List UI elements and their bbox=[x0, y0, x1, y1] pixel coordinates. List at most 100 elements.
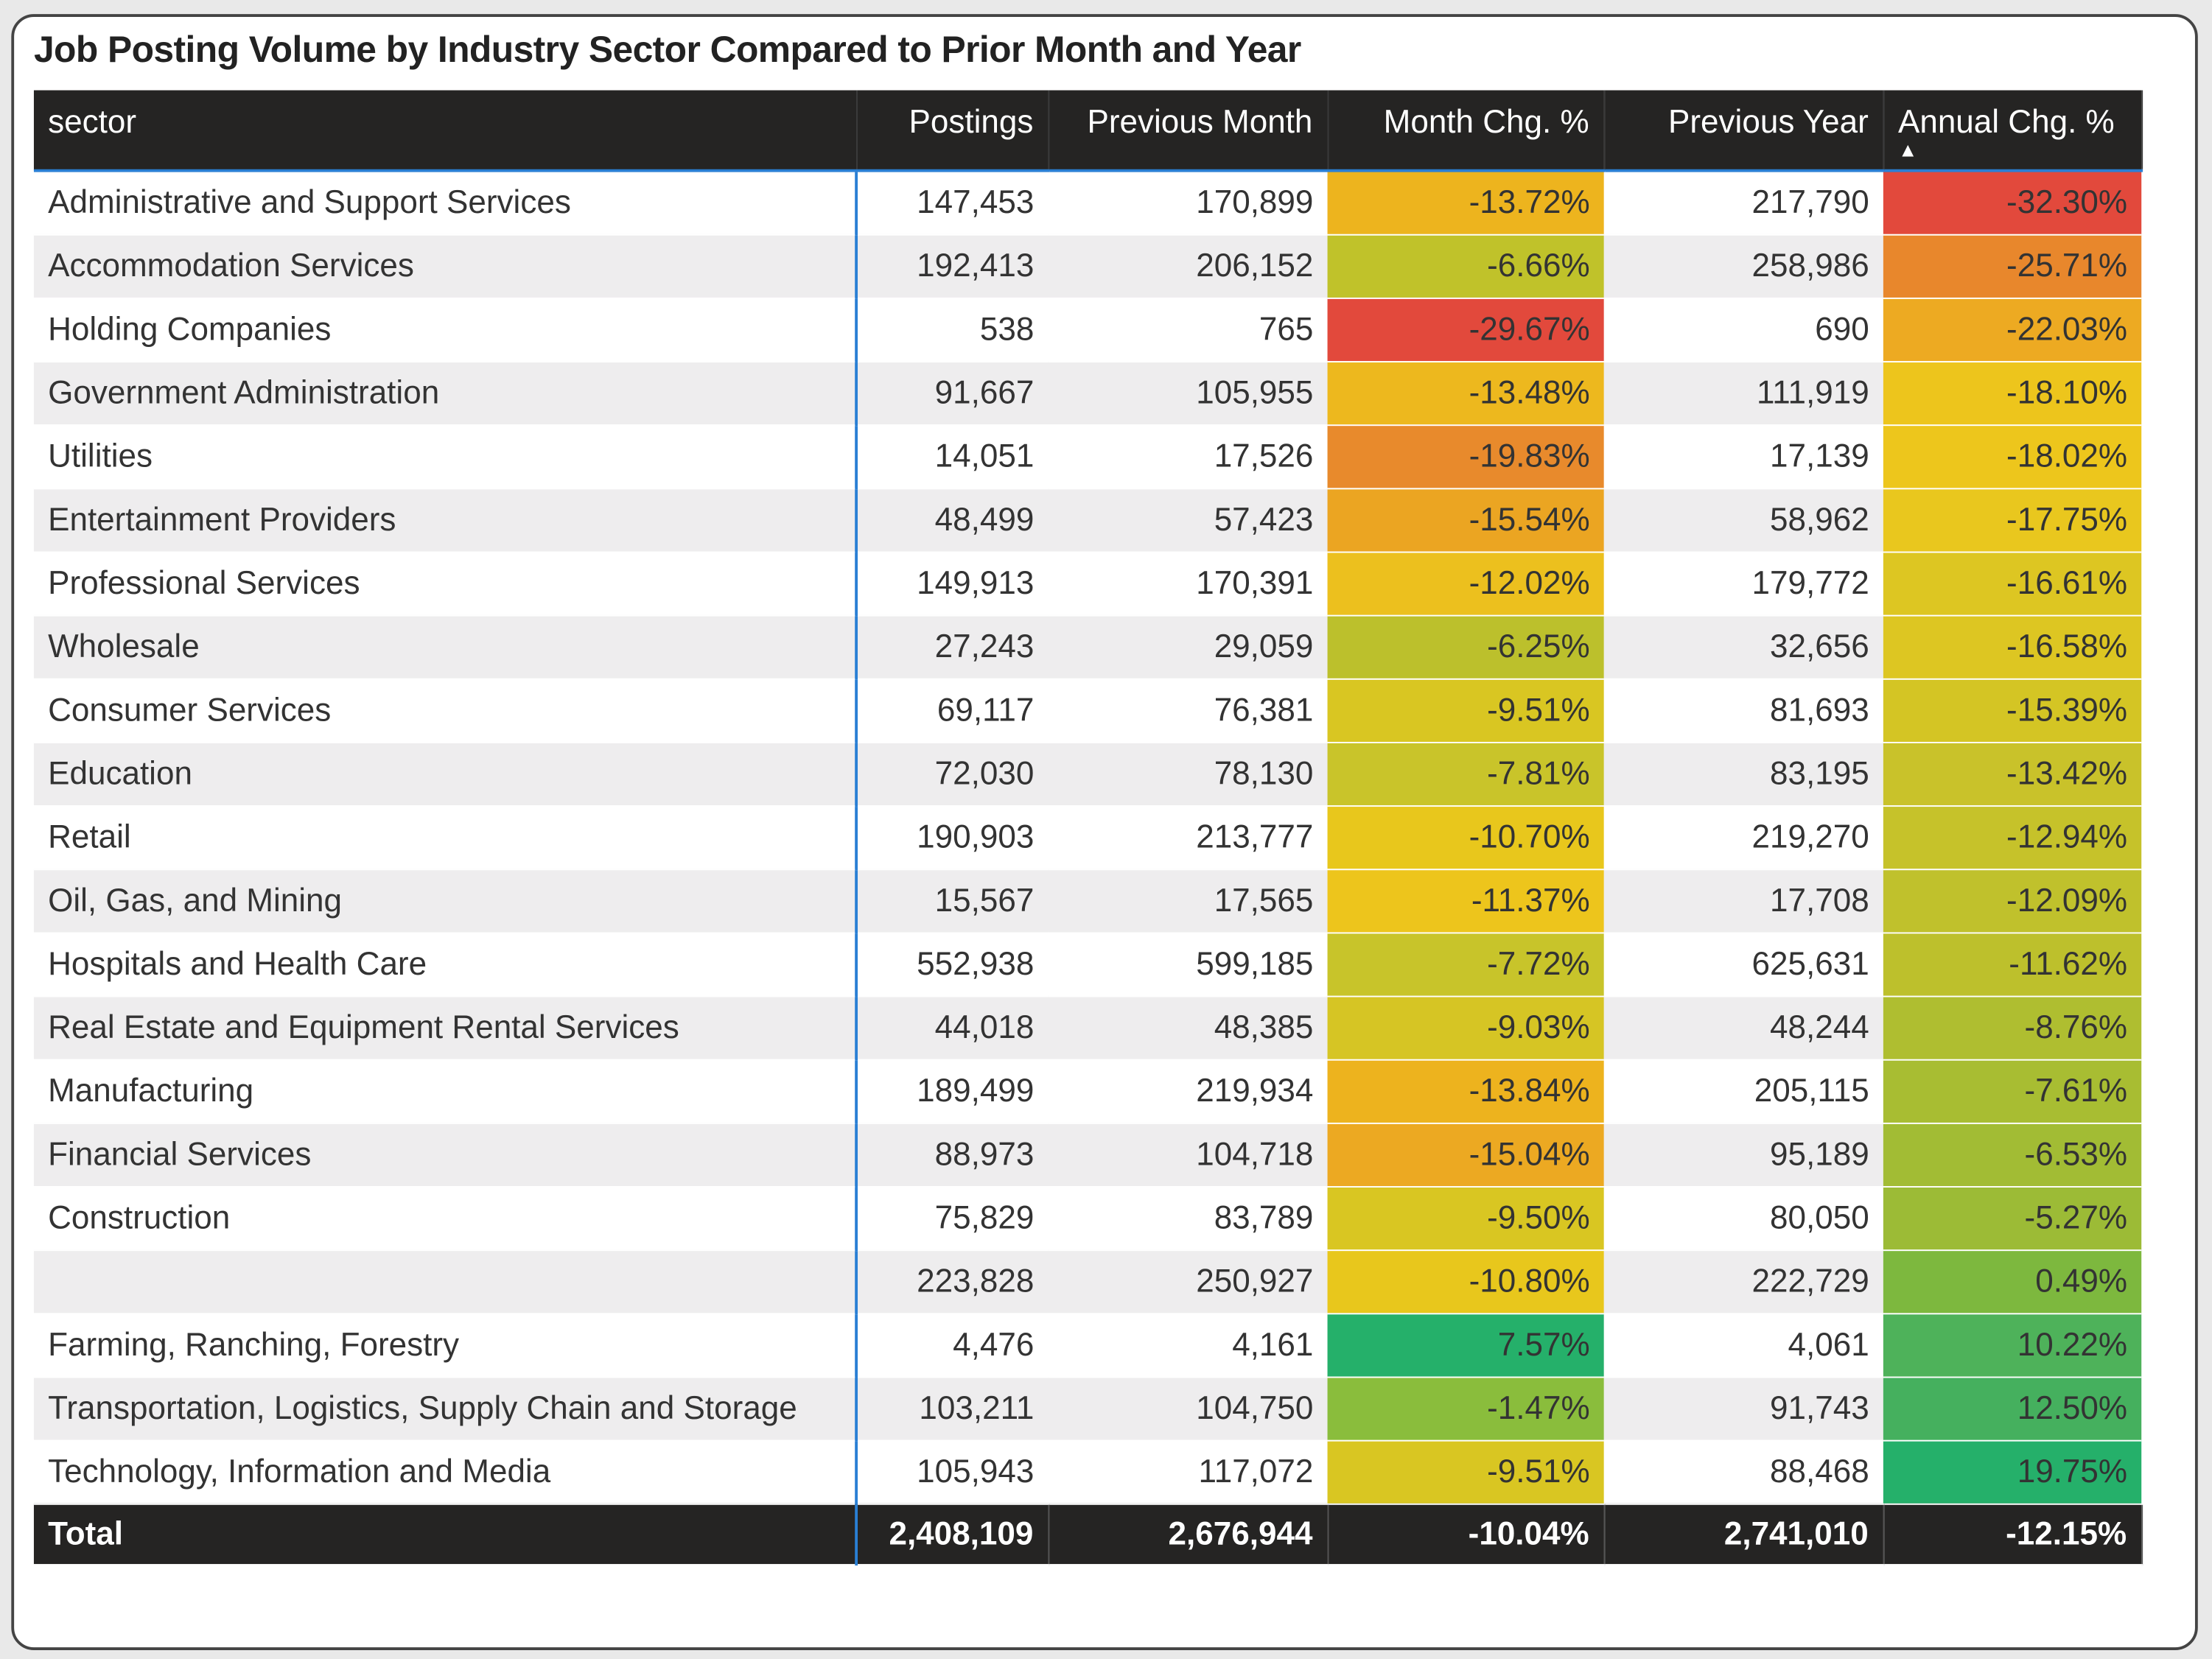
cell-sector: Transportation, Logistics, Supply Chain … bbox=[33, 1376, 858, 1441]
table-row[interactable]: Farming, Ranching, Forestry 4,476 4,161 7.5… bbox=[33, 1313, 2142, 1378]
cell-postings: 147,453 bbox=[856, 170, 1049, 235]
cell-previous-year: 32,656 bbox=[1603, 614, 1883, 679]
cell-previous-year: 219,270 bbox=[1603, 805, 1883, 870]
table-row[interactable]: Entertainment Providers 48,499 57,423 -15.5… bbox=[33, 488, 2142, 553]
cell-month-chg: -19.83% bbox=[1327, 424, 1604, 489]
cell-sector: Construction bbox=[33, 1186, 858, 1251]
cell-sector: Professional Services bbox=[33, 551, 858, 616]
sort-ascending-icon: ▲ bbox=[1897, 138, 1918, 161]
cell-sector: Administrative and Support Services bbox=[33, 170, 858, 235]
cell-month-chg: -9.51% bbox=[1327, 678, 1604, 743]
cell-month-chg: -9.51% bbox=[1327, 1439, 1604, 1504]
cell-postings: 91,667 bbox=[856, 361, 1049, 426]
cell-month-chg: -7.72% bbox=[1327, 932, 1604, 997]
table-row[interactable]: Utilities 14,051 17,526 -19.83% 17,139 -18.02… bbox=[33, 424, 2142, 489]
table-row[interactable]: Real Estate and Equipment Rental Service… bbox=[33, 995, 2142, 1060]
cell-sector: Utilities bbox=[33, 424, 858, 489]
cell-previous-year: 690 bbox=[1603, 297, 1883, 362]
cell-sector: Education bbox=[33, 742, 858, 807]
column-header-month-chg[interactable]: Month Chg. % bbox=[1327, 90, 1605, 172]
cell-sector: Holding Companies bbox=[33, 297, 858, 362]
cell-previous-year: 81,693 bbox=[1603, 678, 1883, 743]
cell-previous-year: 205,115 bbox=[1603, 1059, 1883, 1123]
cell-previous-month: 4,161 bbox=[1048, 1313, 1328, 1378]
cell-postings: 14,051 bbox=[856, 424, 1049, 489]
cell-month-chg: -13.72% bbox=[1327, 170, 1604, 235]
table-row[interactable]: Technology, Information and Media 105,943… bbox=[33, 1439, 2142, 1504]
cell-postings: 44,018 bbox=[856, 995, 1049, 1060]
cell-month-chg: -12.02% bbox=[1327, 551, 1604, 616]
table-row[interactable]: Education 72,030 78,130 -7.81% 83,195 -13.42% bbox=[33, 742, 2142, 807]
column-header-annual-chg[interactable]: Annual Chg. % ▲ bbox=[1883, 90, 2143, 172]
cell-previous-month: 765 bbox=[1048, 297, 1328, 362]
cell-previous-month: 83,789 bbox=[1048, 1186, 1328, 1251]
cell-sector bbox=[33, 1249, 858, 1314]
cell-postings: 48,499 bbox=[856, 488, 1049, 553]
cell-annual-chg: -16.58% bbox=[1883, 614, 2142, 679]
cell-previous-year: 625,631 bbox=[1603, 932, 1883, 997]
cell-annual-chg: -32.30% bbox=[1883, 170, 2142, 235]
table-row[interactable]: Accommodation Services 192,413 206,152 -6.6… bbox=[33, 234, 2142, 298]
table-row[interactable]: Consumer Services 69,117 76,381 -9.51% 81,69… bbox=[33, 678, 2142, 743]
cell-annual-chg: -5.27% bbox=[1883, 1186, 2142, 1251]
cell-annual-chg: -13.42% bbox=[1883, 742, 2142, 807]
cell-previous-year: 4,061 bbox=[1603, 1313, 1883, 1378]
cell-postings: 88,973 bbox=[856, 1122, 1049, 1188]
table-row[interactable]: Transportation, Logistics, Supply Chain … bbox=[33, 1376, 2142, 1441]
cell-previous-month: 57,423 bbox=[1048, 488, 1328, 553]
column-header-postings[interactable]: Postings bbox=[856, 90, 1049, 172]
cell-previous-year: 222,729 bbox=[1603, 1249, 1883, 1314]
cell-month-chg: -15.54% bbox=[1327, 488, 1604, 553]
table-row[interactable]: 223,828 250,927 -10.80% 222,729 0.49% bbox=[33, 1249, 2142, 1314]
cell-annual-chg: 19.75% bbox=[1883, 1439, 2142, 1504]
table-row[interactable]: Manufacturing 189,499 219,934 -13.84% 205,11… bbox=[33, 1059, 2142, 1123]
table-row[interactable]: Retail 190,903 213,777 -10.70% 219,270 -12.94… bbox=[33, 805, 2142, 870]
cell-previous-month: 206,152 bbox=[1048, 234, 1328, 298]
table-row[interactable]: Construction 75,829 83,789 -9.50% 80,050 -5.2… bbox=[33, 1186, 2142, 1251]
cell-annual-chg: -16.61% bbox=[1883, 551, 2142, 616]
cell-annual-chg: 10.22% bbox=[1883, 1313, 2142, 1378]
table-row[interactable]: Financial Services 88,973 104,718 -15.04% 95… bbox=[33, 1122, 2142, 1188]
total-annual-chg: -12.15% bbox=[1883, 1503, 2143, 1565]
cell-annual-chg: 0.49% bbox=[1883, 1249, 2142, 1314]
table-row[interactable]: Administrative and Support Services 147,4… bbox=[33, 170, 2142, 235]
cell-previous-month: 104,718 bbox=[1048, 1122, 1328, 1188]
cell-postings: 149,913 bbox=[856, 551, 1049, 616]
cell-postings: 190,903 bbox=[856, 805, 1049, 870]
table-row[interactable]: Holding Companies 538 765 -29.67% 690 -22.03% bbox=[33, 297, 2142, 362]
cell-previous-month: 105,955 bbox=[1048, 361, 1328, 426]
cell-month-chg: -29.67% bbox=[1327, 297, 1604, 362]
column-header-sector[interactable]: sector bbox=[33, 90, 858, 172]
cell-postings: 223,828 bbox=[856, 1249, 1049, 1314]
cell-annual-chg: -18.10% bbox=[1883, 361, 2142, 426]
cell-sector: Hospitals and Health Care bbox=[33, 932, 858, 997]
table-row[interactable]: Government Administration 91,667 105,955 -1… bbox=[33, 361, 2142, 426]
cell-previous-year: 17,139 bbox=[1603, 424, 1883, 489]
cell-annual-chg: -15.39% bbox=[1883, 678, 2142, 743]
cell-sector: Manufacturing bbox=[33, 1059, 858, 1123]
cell-postings: 4,476 bbox=[856, 1313, 1049, 1378]
cell-previous-year: 95,189 bbox=[1603, 1122, 1883, 1188]
cell-previous-month: 599,185 bbox=[1048, 932, 1328, 997]
cell-month-chg: 7.57% bbox=[1327, 1313, 1604, 1378]
cell-annual-chg: -18.02% bbox=[1883, 424, 2142, 489]
cell-annual-chg: 12.50% bbox=[1883, 1376, 2142, 1441]
table-row[interactable]: Wholesale 27,243 29,059 -6.25% 32,656 -16.58% bbox=[33, 614, 2142, 679]
cell-previous-year: 91,743 bbox=[1603, 1376, 1883, 1441]
cell-postings: 105,943 bbox=[856, 1439, 1049, 1504]
cell-postings: 192,413 bbox=[856, 234, 1049, 298]
column-header-previous-year[interactable]: Previous Year bbox=[1603, 90, 1884, 172]
table-row[interactable]: Professional Services 149,913 170,391 -12.0… bbox=[33, 551, 2142, 616]
cell-month-chg: -6.25% bbox=[1327, 614, 1604, 679]
cell-sector: Oil, Gas, and Mining bbox=[33, 869, 858, 933]
column-header-previous-month[interactable]: Previous Month bbox=[1048, 90, 1329, 172]
table-row[interactable]: Hospitals and Health Care 552,938 599,185-… bbox=[33, 932, 2142, 997]
cell-month-chg: -9.03% bbox=[1327, 995, 1604, 1060]
cell-postings: 69,117 bbox=[856, 678, 1049, 743]
table-row[interactable]: Oil, Gas, and Mining 15,567 17,565 -11.37% 1… bbox=[33, 869, 2142, 933]
cell-month-chg: -13.84% bbox=[1327, 1059, 1604, 1123]
cell-previous-month: 78,130 bbox=[1048, 742, 1328, 807]
cell-previous-year: 80,050 bbox=[1603, 1186, 1883, 1251]
cell-previous-month: 104,750 bbox=[1048, 1376, 1328, 1441]
